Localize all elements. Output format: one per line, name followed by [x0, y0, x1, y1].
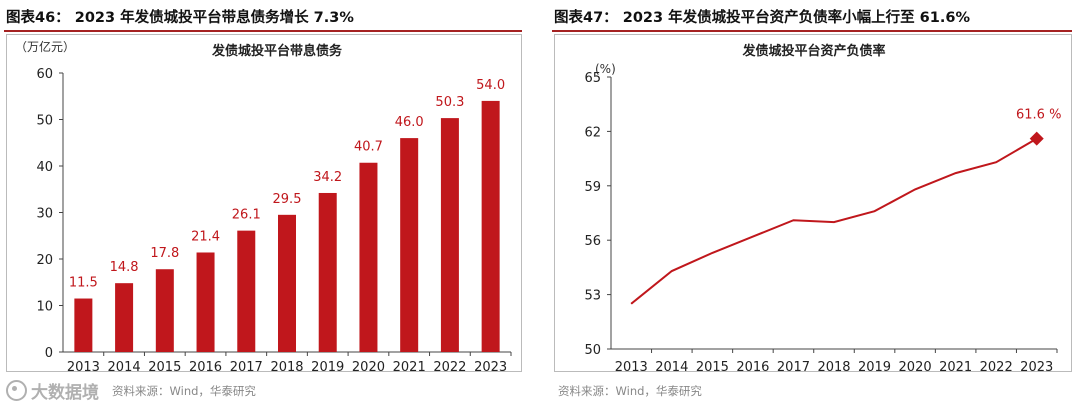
left-source: 资料来源：Wind，华泰研究	[112, 384, 256, 398]
bar-value-label: 17.8	[150, 246, 179, 261]
line-x-tick-label: 2021	[939, 360, 972, 371]
bar-x-tick-label: 2018	[270, 360, 303, 371]
watermark-logo-icon	[6, 380, 27, 401]
bar	[74, 298, 93, 352]
line-y-tick-label: 65	[584, 71, 601, 86]
line-y-tick-label: 62	[584, 125, 601, 140]
bar-value-label: 46.0	[395, 115, 424, 130]
bar	[278, 214, 296, 352]
line-data-point	[792, 219, 794, 221]
bar	[115, 283, 134, 352]
bar-x-tick-label: 2023	[474, 360, 507, 371]
right-figure-title: 图表47： 2023 年发债城投平台资产负债率小幅上行至 61.6%	[554, 10, 970, 26]
line-data-point	[711, 252, 713, 254]
bar-y-tick-label: 30	[36, 207, 53, 222]
bar-chart: 发债城投平台带息债务 （万亿元） 0 10 20 30 40 50 60 11.5 2013 14.8…	[15, 39, 512, 371]
watermark-text: 大数据境	[31, 383, 99, 403]
bar	[359, 162, 378, 352]
line-x-tick-label: 2018	[817, 360, 850, 371]
line-x-tick-label: 2013	[615, 360, 648, 371]
right-title-rule	[552, 30, 1072, 32]
bar	[400, 138, 419, 352]
watermark: 大数据境	[6, 378, 99, 403]
line-y-tick-label: 53	[584, 289, 601, 304]
line-chart-title: 发债城投平台资产负债率	[741, 43, 885, 59]
bar-y-tick-label: 0	[45, 346, 53, 361]
line-y-tick-label: 56	[584, 234, 601, 249]
line-x-tick-label: 2017	[777, 360, 810, 371]
bar-x-tick-label: 2013	[67, 360, 100, 371]
right-figure: 图表47： 2023 年发债城投平台资产负债率小幅上行至 61.6% 发债城投平…	[548, 0, 1080, 408]
right-chart-frame: 发债城投平台资产负债率 (%) 50 53 56 59 62 65 2013 2014 2015 20…	[554, 34, 1072, 372]
bar-y-tick-label: 50	[36, 114, 53, 129]
line-y-tick-label: 59	[584, 180, 601, 195]
line-x-tick-label: 2014	[655, 360, 688, 371]
line-data-point	[995, 161, 997, 163]
bar-x-tick-label: 2021	[393, 360, 426, 371]
left-title-rule	[4, 30, 522, 32]
bar-value-label: 34.2	[313, 170, 342, 185]
bar-x-tick-label: 2015	[148, 360, 181, 371]
line-x-tick-label: 2023	[1020, 360, 1053, 371]
line-data-point	[630, 303, 632, 305]
left-chart-frame: 发债城投平台带息债务 （万亿元） 0 10 20 30 40 50 60 11.5 2013 14.8…	[6, 34, 522, 372]
bar-value-label: 21.4	[191, 229, 220, 244]
bar-x-tick-label: 2019	[311, 360, 344, 371]
bar-value-label: 11.5	[69, 276, 98, 291]
bar-chart-title: 发债城投平台带息债务	[211, 43, 343, 59]
line-data-point	[914, 188, 916, 190]
bar	[196, 252, 215, 352]
left-figure-title: 图表46： 2023 年发债城投平台带息债务增长 7.3%	[6, 10, 354, 26]
line-data-point	[671, 270, 673, 272]
bar-value-label: 29.5	[273, 192, 302, 207]
bar	[318, 192, 337, 352]
bar-value-label: 54.0	[476, 78, 505, 93]
line-x-tick-label: 2016	[736, 360, 769, 371]
line-y-tick-label: 50	[584, 343, 601, 358]
bar-y-axis-label: （万亿元）	[15, 39, 75, 54]
line-data-point	[833, 221, 835, 223]
line-series	[630, 137, 1038, 305]
bar-x-tick-label: 2017	[230, 360, 263, 371]
line-chart: 发债城投平台资产负债率 (%) 50 53 56 59 62 65 2013 2014 2015 20…	[584, 43, 1061, 371]
line-data-point	[874, 210, 876, 212]
bar-x-tick-label: 2022	[433, 360, 466, 371]
bar-y-tick-label: 20	[36, 253, 53, 268]
line-y-axis-label: (%)	[595, 62, 616, 76]
line-x-tick-label: 2020	[899, 360, 932, 371]
bar-y-tick-label: 60	[36, 67, 53, 82]
bar-y-tick-label: 10	[36, 300, 53, 315]
bar	[440, 118, 459, 352]
bar-x-tick-label: 2016	[189, 360, 222, 371]
right-source: 资料来源：Wind，华泰研究	[558, 384, 702, 398]
bar-value-label: 14.8	[110, 260, 139, 275]
line-x-tick-label: 2022	[980, 360, 1013, 371]
bar-y-tick-label: 40	[36, 160, 53, 175]
line-x-tick-label: 2015	[696, 360, 729, 371]
bar	[237, 230, 256, 352]
bar-x-tick-label: 2014	[108, 360, 141, 371]
line-annotation: 61.6 %	[1016, 108, 1061, 123]
line-x-tick-label: 2019	[858, 360, 891, 371]
bar-x-tick-label: 2020	[352, 360, 385, 371]
bar-value-label: 50.3	[435, 95, 464, 110]
last-point-diamond-marker	[1029, 131, 1044, 146]
bar-value-label: 40.7	[354, 140, 383, 155]
bar	[155, 269, 174, 352]
line-data-point	[752, 236, 754, 238]
bar-value-label: 26.1	[232, 208, 261, 223]
bar	[481, 100, 500, 353]
line-data-point	[955, 172, 957, 174]
left-figure: 图表46： 2023 年发债城投平台带息债务增长 7.3% 发债城投平台带息债务…	[0, 0, 530, 408]
